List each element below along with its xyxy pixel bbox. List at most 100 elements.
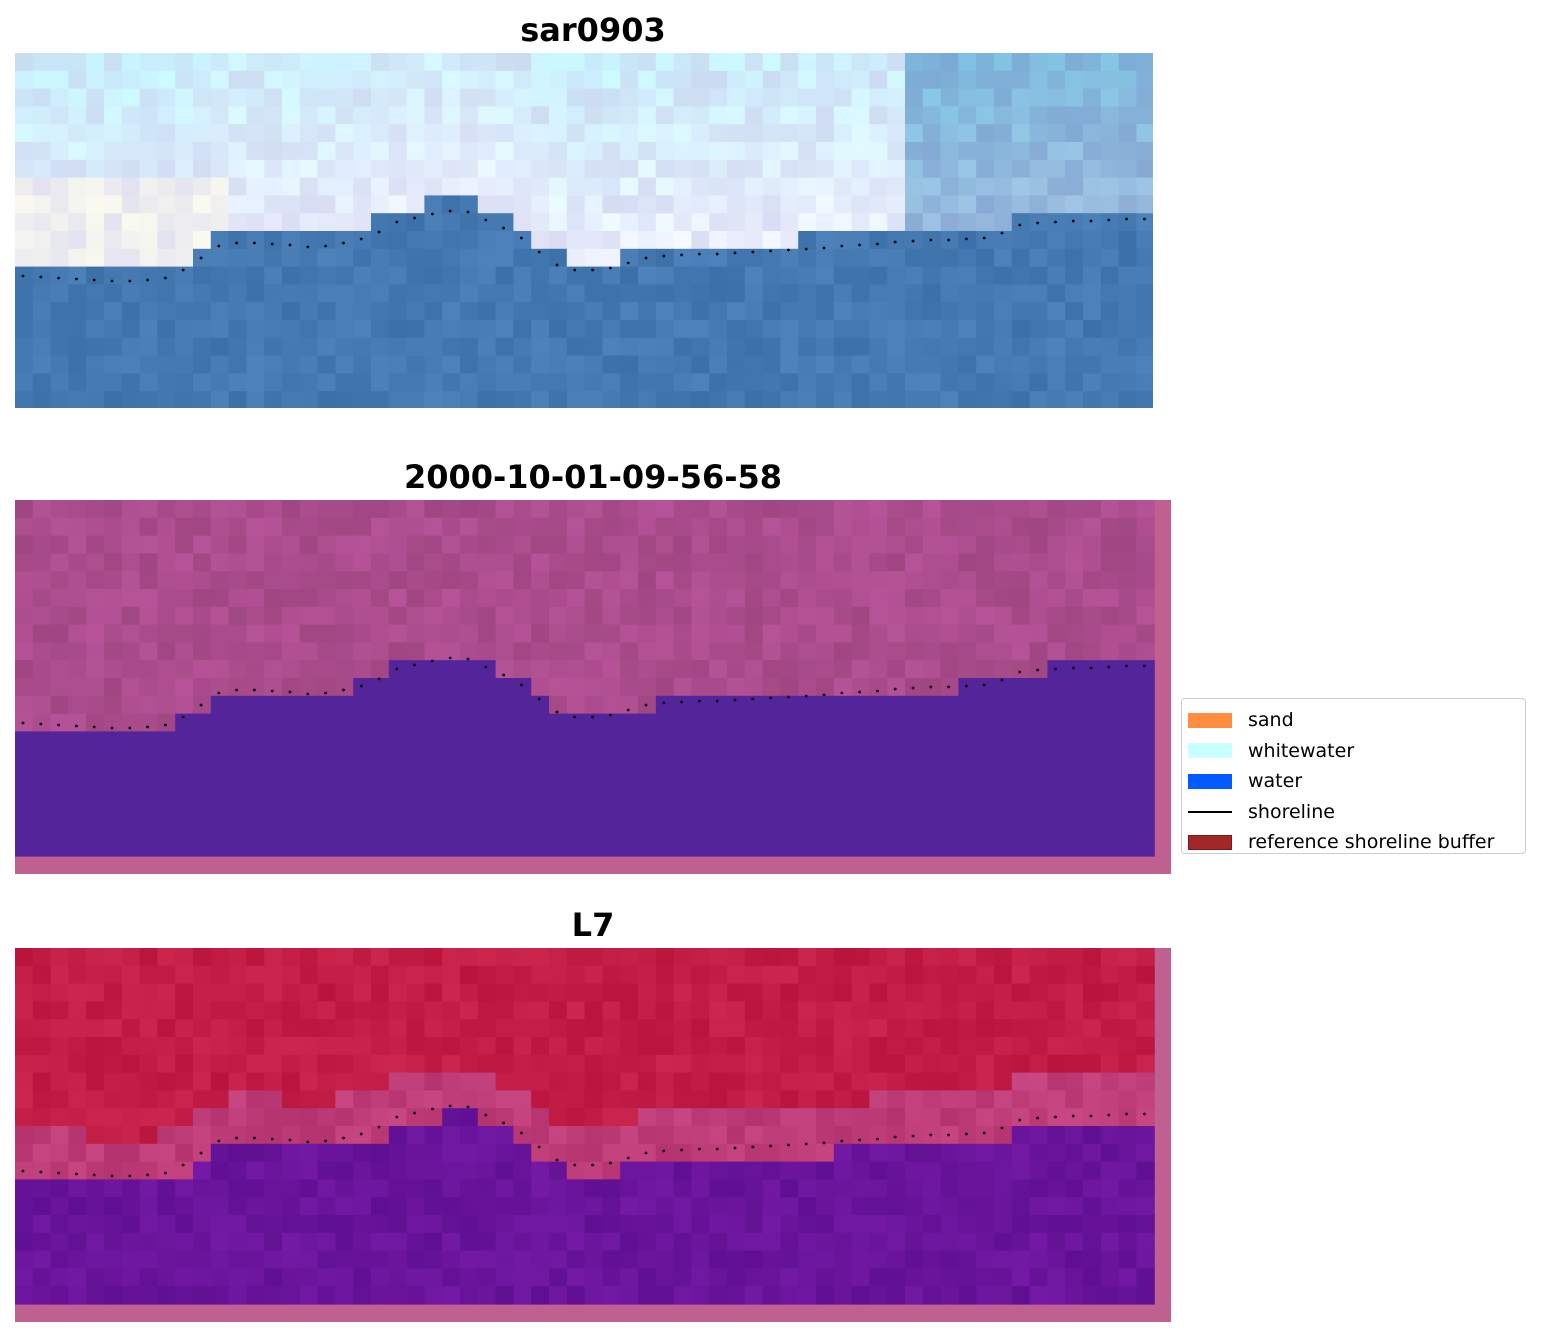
image-pixel: [673, 266, 692, 285]
image-pixel: [50, 248, 69, 268]
image-pixel: [32, 1268, 52, 1287]
image-pixel: [780, 373, 799, 392]
image-pixel: [1083, 1019, 1102, 1038]
image-pixel: [905, 642, 924, 661]
image-pixel: [1029, 70, 1048, 90]
image-pixel: [228, 1143, 247, 1163]
image-pixel: [1136, 124, 1153, 143]
image-pixel: [549, 517, 568, 537]
image-pixel: [638, 266, 657, 285]
image-pixel: [15, 213, 34, 232]
image-pixel: [210, 1001, 230, 1020]
image-pixel: [442, 1250, 461, 1269]
image-pixel: [709, 142, 728, 161]
image-pixel: [193, 1268, 212, 1287]
image-pixel: [602, 642, 621, 661]
image-pixel: [1136, 1001, 1155, 1020]
image-pixel: [887, 195, 906, 214]
image-pixel: [566, 642, 586, 661]
image-pixel: [424, 1090, 443, 1109]
image-pixel: [673, 1286, 692, 1305]
image-pixel: [68, 1126, 87, 1145]
image-pixel: [691, 749, 710, 768]
image-pixel: [1136, 53, 1153, 72]
image-pixel: [15, 1250, 34, 1269]
image-pixel: [976, 213, 995, 232]
image-pixel: [994, 355, 1013, 374]
image-pixel: [193, 1161, 212, 1180]
image-pixel: [584, 1215, 603, 1234]
image-pixel: [495, 70, 514, 90]
image-pixel: [584, 1019, 603, 1038]
image-pixel: [1118, 320, 1137, 339]
image-pixel: [691, 1108, 710, 1127]
image-pixel: [816, 213, 835, 232]
image-pixel: [958, 1215, 977, 1234]
image-pixel: [744, 642, 764, 661]
shoreline-point: [1071, 666, 1075, 670]
shoreline-point: [626, 261, 630, 265]
image-pixel: [602, 159, 621, 179]
image-pixel: [1011, 1161, 1031, 1180]
image-pixel: [50, 784, 69, 804]
image-pixel: [513, 88, 532, 107]
image-pixel: [869, 678, 888, 697]
shoreline-point: [484, 218, 488, 222]
image-pixel: [68, 373, 87, 392]
image-pixel: [1029, 231, 1048, 250]
image-pixel: [851, 731, 870, 750]
image-pixel: [709, 248, 728, 268]
image-pixel: [477, 1001, 497, 1020]
image-pixel: [798, 1037, 817, 1056]
image-pixel: [104, 177, 123, 196]
image-pixel: [762, 355, 781, 374]
shoreline-point: [822, 1141, 826, 1145]
image-pixel: [976, 284, 995, 303]
image-pixel: [940, 355, 959, 374]
shoreline-point: [75, 277, 78, 281]
image-pixel: [442, 535, 461, 554]
image-pixel: [86, 749, 105, 768]
image-pixel: [1100, 517, 1120, 537]
image-pixel: [1029, 983, 1048, 1002]
image-pixel: [958, 642, 977, 661]
image-pixel: [922, 820, 942, 839]
image-pixel: [673, 553, 692, 572]
image-pixel: [299, 589, 319, 608]
image-pixel: [157, 88, 176, 107]
image-pixel: [282, 1250, 301, 1269]
image-pixel: [1100, 213, 1120, 232]
image-pixel: [1083, 500, 1102, 519]
image-pixel: [994, 391, 1013, 408]
image-pixel: [424, 53, 443, 72]
image-pixel: [1136, 1072, 1155, 1091]
image-pixel: [780, 678, 799, 697]
image-pixel: [406, 606, 425, 626]
image-pixel: [566, 355, 586, 374]
image-pixel: [157, 1268, 176, 1287]
image-pixel: [905, 1179, 924, 1198]
image-pixel: [139, 70, 158, 90]
image-pixel: [655, 266, 675, 285]
image-pixel: [673, 1161, 692, 1180]
image-pixel: [32, 1143, 52, 1163]
image-pixel: [1083, 1108, 1102, 1127]
image-pixel: [175, 731, 194, 750]
image-pixel: [442, 53, 461, 72]
image-pixel: [727, 1268, 746, 1287]
image-pixel: [762, 88, 781, 107]
image-pixel: [1100, 1268, 1120, 1287]
image-pixel: [193, 213, 212, 232]
image-pixel: [32, 320, 52, 339]
image-pixel: [638, 713, 657, 732]
image-pixel: [157, 571, 176, 590]
image-pixel: [513, 965, 532, 985]
image-pixel: [905, 159, 924, 179]
image-pixel: [513, 284, 532, 303]
image-pixel: [50, 1250, 69, 1269]
image-pixel: [335, 195, 354, 214]
image-pixel: [994, 500, 1013, 519]
image-pixel: [353, 553, 372, 572]
image-pixel: [887, 838, 906, 857]
image-pixel: [727, 1108, 746, 1127]
